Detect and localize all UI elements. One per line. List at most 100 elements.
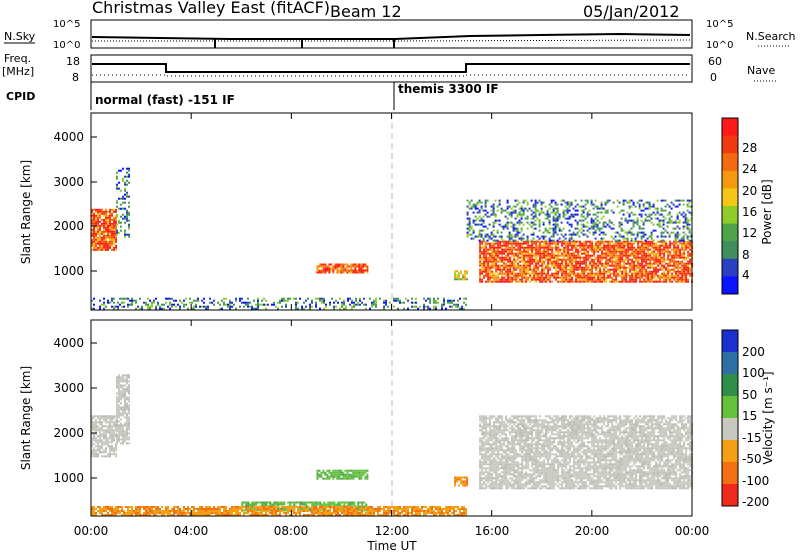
power-data-cell [646, 237, 649, 240]
velocity-data-cell [507, 455, 510, 458]
velocity-data-cell [511, 435, 514, 438]
power-data-cell [521, 246, 524, 249]
power-data-cell [479, 244, 482, 247]
power-data-cell [549, 244, 552, 247]
power-data-cell [599, 256, 602, 259]
power-data-cell [645, 264, 648, 267]
power-data-cell [571, 240, 574, 243]
power-data-cell [689, 240, 692, 243]
power-data-cell [593, 274, 596, 277]
power-data-cell [637, 272, 640, 275]
velocity-data-cell [120, 418, 122, 421]
velocity-data-cell [103, 425, 105, 428]
power-data-cell [126, 219, 128, 222]
power-data-cell [641, 250, 644, 253]
power-data-cell [633, 262, 636, 265]
power-data-cell [625, 242, 628, 245]
power-data-cell [575, 268, 578, 271]
power-data-cell [635, 280, 638, 283]
power-data-cell [538, 225, 541, 228]
power-data-cell [227, 305, 229, 308]
power-data-cell [615, 250, 618, 253]
power-data-cell [537, 244, 540, 247]
power-data-cell [649, 254, 652, 257]
power-ytick-2000: 2000 [53, 219, 84, 233]
velocity-data-cell [487, 441, 490, 444]
power-data-cell [516, 203, 519, 206]
power-data-cell [581, 266, 584, 269]
velocity-data-cell [344, 477, 347, 480]
velocity-data-cell [116, 442, 118, 445]
velocity-data-cell [330, 473, 333, 476]
power-data-cell [501, 258, 504, 261]
power-cb-tick-20: 20 [742, 184, 757, 198]
velocity-data-cell [519, 475, 522, 478]
power-data-cell [674, 199, 677, 202]
power-data-cell [619, 250, 622, 253]
power-data-cell [544, 235, 547, 238]
power-data-cell [523, 260, 526, 263]
velocity-data-cell [481, 465, 484, 468]
power-data-cell [516, 221, 519, 224]
velocity-data-cell [511, 455, 514, 458]
velocity-data-cell [111, 445, 113, 448]
power-data-cell [523, 266, 526, 269]
velocity-data-cell [513, 455, 516, 458]
power-data-cell [673, 256, 676, 259]
power-data-cell [603, 256, 606, 259]
velocity-data-cell [515, 461, 518, 464]
power-data-cell [688, 235, 691, 238]
power-data-cell [505, 278, 508, 281]
power-data-cell [620, 223, 623, 226]
power-data-cell [443, 297, 445, 300]
power-data-cell [671, 260, 674, 263]
power-data-cell [239, 297, 241, 300]
velocity-data-cell [505, 451, 508, 454]
power-data-cell [626, 219, 629, 222]
velocity-data-cell [495, 433, 498, 436]
power-data-cell [676, 231, 679, 234]
velocity-data-cell [515, 483, 518, 486]
power-data-cell [594, 225, 597, 228]
power-data-cell [519, 272, 522, 275]
power-data-cell [547, 252, 550, 255]
power-data-cell [336, 265, 339, 268]
power-data-cell [571, 276, 574, 279]
power-data-cell [667, 262, 670, 265]
power-data-cell [647, 248, 650, 251]
velocity-data-cell [523, 443, 526, 446]
velocity-data-cell [491, 459, 494, 462]
velocity-data-cell [97, 415, 99, 418]
power-data-cell [652, 229, 655, 232]
power-data-cell [105, 238, 107, 241]
power-data-cell [103, 234, 105, 237]
velocity-data-cell [523, 483, 526, 486]
power-data-cell [522, 223, 525, 226]
power-data-cell [124, 221, 126, 224]
power-data-cell [523, 276, 526, 279]
power-data-cell [680, 237, 683, 240]
velocity-data-cell [519, 427, 522, 430]
power-data-cell [663, 270, 666, 273]
velocity-data-cell [118, 384, 120, 387]
velocity-data-cell [489, 457, 492, 460]
velocity-data-cell [360, 477, 363, 480]
velocity-data-cell [513, 429, 516, 432]
power-data-cell [320, 271, 323, 274]
velocity-data-cell [491, 417, 494, 420]
power-data-cell [577, 240, 580, 243]
velocity-data-cell [122, 432, 124, 435]
power-data-cell [128, 225, 130, 228]
power-data-cell [583, 266, 586, 269]
power-data-cell [124, 181, 126, 184]
velocity-data-cell [91, 415, 93, 418]
power-data-cell [149, 299, 151, 302]
power-data-cell [499, 268, 502, 271]
power-data-cell [587, 240, 590, 243]
power-data-cell [542, 237, 545, 240]
power-data-cell [667, 276, 670, 279]
power-data-cell [541, 260, 544, 263]
power-data-cell [676, 225, 679, 228]
power-data-cell [493, 244, 496, 247]
power-data-cell [495, 264, 498, 267]
